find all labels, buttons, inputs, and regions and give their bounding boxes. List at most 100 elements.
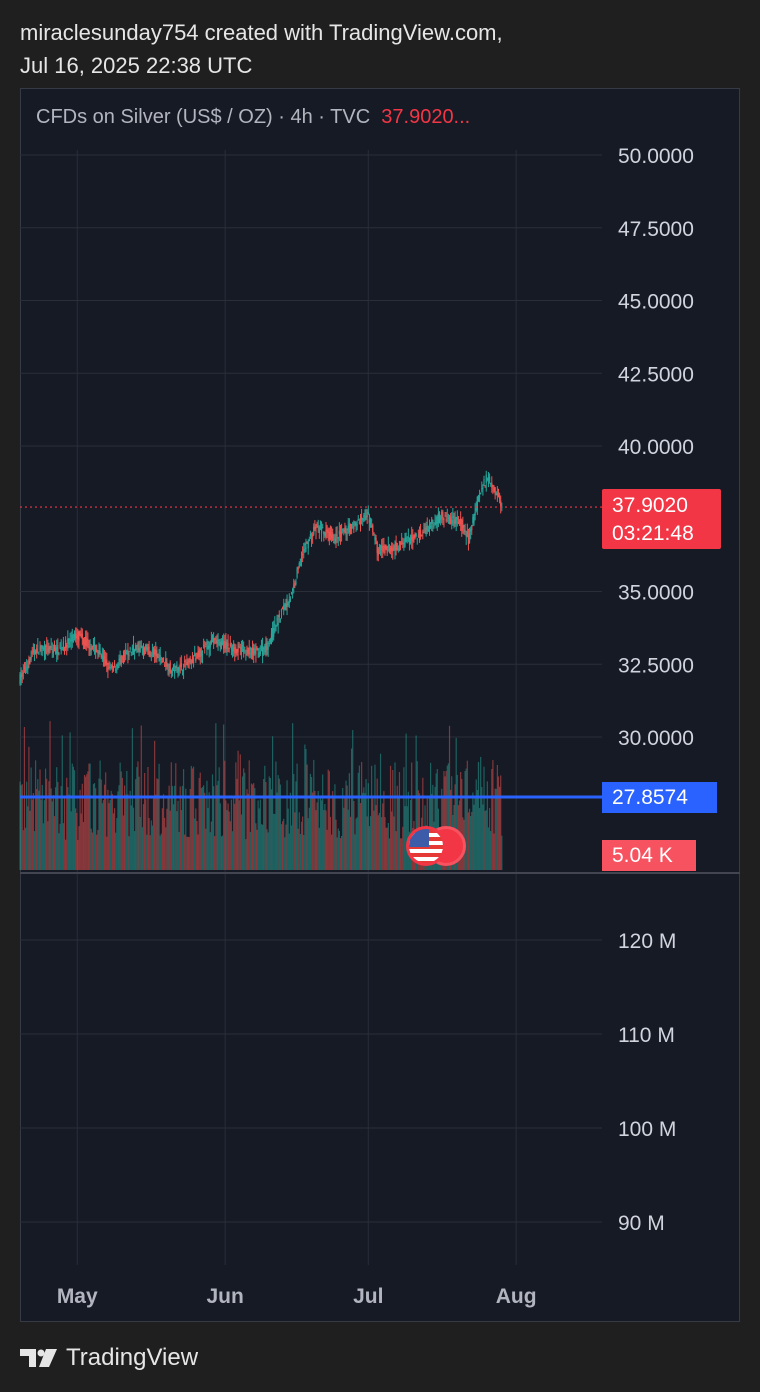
candle-body: [433, 526, 435, 528]
candle-body: [237, 644, 239, 653]
volume-bar: [382, 803, 384, 870]
volume-bar: [279, 784, 281, 870]
candle-body: [498, 496, 501, 500]
volume-bar: [181, 785, 184, 870]
candle-body: [191, 657, 194, 664]
volume-bar: [305, 748, 307, 870]
candle-body: [399, 542, 402, 544]
candle-body: [333, 541, 335, 544]
volume-bar: [55, 787, 57, 870]
candle-body: [203, 645, 205, 647]
volume-bar: [302, 816, 304, 870]
volume-bar: [130, 805, 132, 870]
volume-bar: [211, 774, 214, 870]
candle-body: [264, 645, 266, 653]
candle-body: [402, 543, 404, 545]
volume-bar: [430, 762, 432, 870]
candle-body: [476, 496, 478, 511]
volume-bar: [39, 769, 41, 870]
volume-bar: [131, 728, 133, 870]
volume-bar: [113, 808, 116, 870]
candle-body: [112, 667, 115, 671]
candle-body: [443, 518, 445, 520]
candle-body: [44, 645, 47, 654]
candle-body: [271, 628, 274, 640]
volume-bar: [31, 799, 33, 870]
candle-body: [55, 647, 57, 653]
volume-bar: [313, 759, 315, 870]
volume-bar: [138, 776, 140, 870]
volume-bar: [251, 784, 254, 870]
candle-body: [343, 529, 345, 532]
candle-body: [206, 646, 208, 650]
candle-body: [82, 638, 85, 644]
candle-body: [452, 515, 454, 518]
candle-body: [221, 642, 224, 644]
volume-bar: [349, 816, 352, 870]
volume-bar: [169, 810, 171, 870]
volume-bar: [53, 816, 56, 870]
volume-bar: [329, 816, 332, 870]
volume-bar: [328, 771, 330, 870]
candle-body: [139, 647, 141, 653]
volume-bar: [196, 820, 198, 870]
candle-body: [356, 524, 358, 526]
candle-body: [361, 517, 363, 520]
volume-bar: [154, 740, 156, 870]
candle-body: [421, 535, 423, 537]
price-tick-label: 32.5000: [618, 654, 694, 677]
candle-body: [266, 642, 268, 648]
volume-bar: [41, 784, 43, 870]
candle-body: [30, 655, 32, 661]
volume-bar: [204, 792, 206, 870]
candle-body: [160, 657, 162, 661]
candle-body: [445, 519, 447, 522]
volume-bar: [57, 782, 59, 870]
candle-body: [383, 546, 385, 548]
us-flag-event-icon[interactable]: [406, 826, 446, 866]
volume-bar: [101, 803, 103, 870]
candle-body: [208, 645, 210, 649]
candle-body: [198, 650, 200, 658]
candle-body: [267, 646, 269, 650]
volume-bar: [120, 771, 122, 870]
candle-body: [290, 592, 293, 594]
candle-body: [151, 649, 154, 651]
candle-body: [387, 545, 389, 548]
volume-bar: [210, 821, 212, 870]
candle-body: [250, 652, 253, 655]
volume-bar: [48, 781, 50, 870]
candle-body: [382, 545, 384, 552]
volume-bar: [411, 762, 413, 870]
candle-body: [437, 513, 439, 523]
price-tick-label: 30.0000: [618, 727, 694, 750]
candle-body: [287, 603, 289, 606]
candle-body: [496, 493, 498, 496]
candle-body: [154, 649, 156, 655]
volume-bar: [29, 810, 31, 870]
volume-bar: [367, 783, 369, 870]
candle-body: [323, 532, 325, 535]
volume-bar: [386, 827, 388, 870]
volume-bar: [323, 809, 325, 870]
candle-body: [131, 648, 133, 650]
candle-body: [115, 669, 117, 671]
candle-body: [197, 651, 199, 653]
candle-body: [494, 487, 496, 495]
volume-bar: [136, 767, 138, 870]
candle-body: [442, 512, 444, 520]
candle-body: [467, 536, 470, 544]
candle-body: [194, 653, 196, 657]
chart-frame[interactable]: [20, 88, 740, 1322]
volume-bar: [355, 818, 357, 870]
volume-bar: [402, 826, 404, 870]
candle-body: [270, 633, 273, 640]
candle-body: [101, 654, 103, 660]
volume-bar: [399, 838, 402, 870]
candle-body: [166, 661, 168, 667]
volume-bar: [119, 762, 121, 870]
volume-bar: [376, 778, 378, 870]
candle-body: [388, 548, 391, 553]
volume-bar: [361, 762, 363, 870]
